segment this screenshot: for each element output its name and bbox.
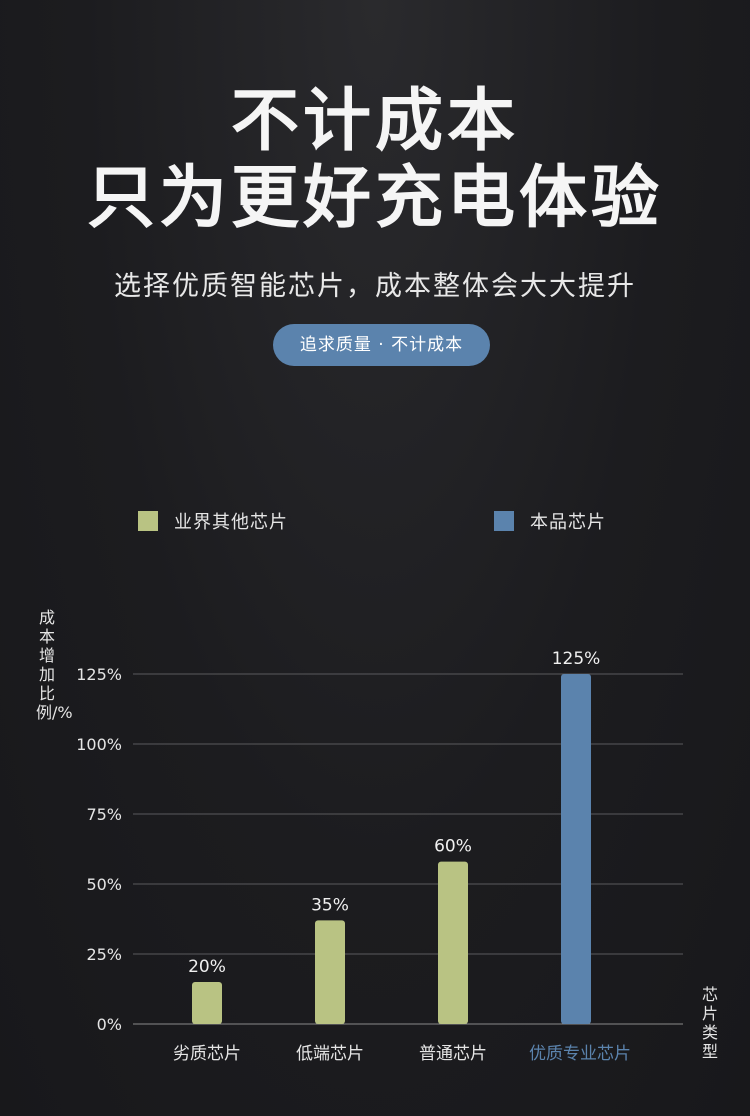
legend-item-other-chips: 业界其他芯片 <box>138 508 288 534</box>
x-tick-label: 普通芯片 <box>419 1044 487 1064</box>
y-tick-label: 0% <box>97 1015 122 1034</box>
bar-chart: 0% 25% 50% 75% 100% 125% 20% 劣质芯片 35% 低端芯片 60% 普通芯片… <box>0 560 750 1080</box>
data-label: 125% <box>552 649 601 669</box>
y-tick-label: 75% <box>86 805 122 824</box>
y-tick-label: 100% <box>76 735 122 754</box>
data-label: 60% <box>434 837 472 857</box>
bar <box>315 920 345 1024</box>
legend-label-our-chip: 本品芯片 <box>530 508 606 534</box>
x-tick-label: 低端芯片 <box>296 1044 364 1064</box>
data-label: 20% <box>188 957 226 977</box>
legend-swatch-our-chip <box>494 511 514 531</box>
legend-label-other-chips: 业界其他芯片 <box>174 508 288 534</box>
y-tick-label: 25% <box>86 945 122 964</box>
legend-swatch-other-chips <box>138 511 158 531</box>
page-title-line1: 不计成本 <box>0 88 750 156</box>
bar <box>192 982 222 1024</box>
y-tick-label: 50% <box>86 875 122 894</box>
page-title-line2: 只为更好充电体验 <box>0 165 750 233</box>
quality-badge: 追求质量 · 不计成本 <box>273 324 490 366</box>
x-tick-label: 劣质芯片 <box>173 1044 241 1064</box>
bar <box>438 862 468 1024</box>
bar <box>561 674 591 1024</box>
x-tick-label: 优质专业芯片 <box>529 1044 631 1064</box>
legend-item-our-chip: 本品芯片 <box>494 508 606 534</box>
y-tick-label: 125% <box>76 665 122 684</box>
page-subtitle: 选择优质智能芯片，成本整体会大大提升 <box>0 264 750 303</box>
data-label: 35% <box>311 895 349 915</box>
